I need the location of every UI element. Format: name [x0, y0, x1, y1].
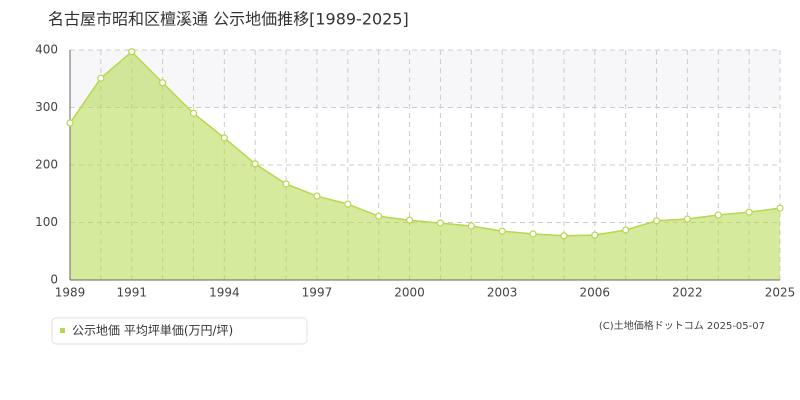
area	[70, 51, 780, 280]
y-tick-label: 0	[50, 273, 58, 287]
point	[405, 216, 414, 224]
y-tick-label: 400	[35, 43, 58, 57]
point	[776, 204, 784, 212]
x-tick-label: 1994	[209, 286, 240, 300]
plot-band	[70, 50, 780, 108]
chart-title: 名古屋市昭和区檀溪通 公示地価推移[1989-2025]	[48, 10, 409, 29]
point	[159, 79, 167, 87]
point	[529, 230, 537, 238]
y-tick-label: 100	[35, 215, 58, 229]
point	[745, 208, 753, 216]
x-tick-label: 2025	[765, 286, 796, 300]
y-tick-label: 200	[35, 158, 58, 172]
point	[251, 160, 259, 168]
point	[313, 192, 321, 200]
point	[591, 231, 599, 239]
point	[375, 212, 383, 220]
point	[467, 222, 475, 230]
x-tick-label: 1997	[302, 286, 333, 300]
point	[66, 119, 74, 127]
point	[498, 227, 506, 235]
point	[344, 200, 352, 208]
x-tick-label: 2000	[394, 286, 425, 300]
x-tick-label: 1991	[116, 286, 147, 300]
legend-box	[51, 317, 308, 345]
point	[683, 215, 691, 223]
point	[652, 217, 661, 225]
x-tick-label: 2022	[672, 286, 703, 300]
x-tick-label: 2006	[580, 286, 611, 300]
copyright: (C)土地価格ドットコム 2025-05-07	[599, 319, 765, 332]
point	[622, 226, 630, 234]
x-tick-label: 1989	[55, 286, 86, 300]
y-tick-label: 300	[35, 100, 58, 114]
point	[189, 109, 198, 117]
point	[128, 48, 136, 56]
point	[714, 211, 722, 219]
point	[97, 74, 105, 82]
x-tick-label: 2003	[487, 286, 518, 300]
legend-label: 公示地価 平均坪単価(万円/坪)	[72, 324, 233, 338]
line	[69, 50, 781, 237]
point	[220, 134, 228, 142]
legend-swatch	[60, 328, 65, 333]
point	[560, 232, 568, 240]
point	[436, 219, 445, 227]
point	[282, 180, 290, 188]
